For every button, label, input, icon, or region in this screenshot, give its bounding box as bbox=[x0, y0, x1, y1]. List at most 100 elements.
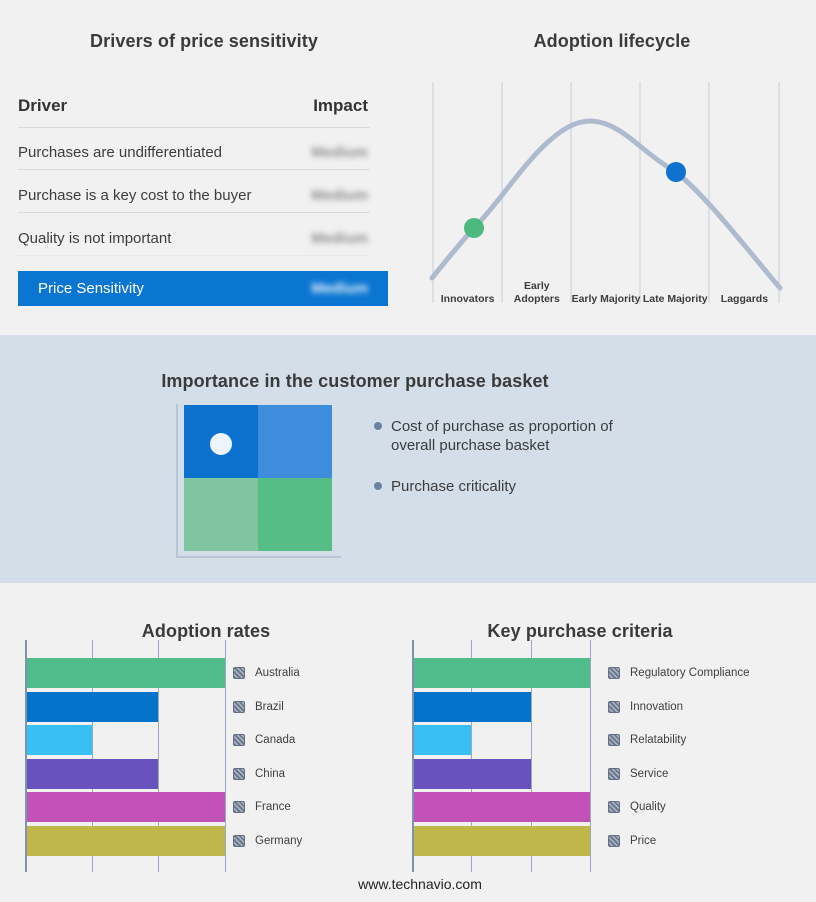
driver-cell: Quality is not important bbox=[18, 229, 172, 247]
stage-label: Early Majority bbox=[571, 292, 641, 305]
bar-quality bbox=[414, 792, 590, 823]
key-purchase-criteria-title: Key purchase criteria bbox=[487, 620, 673, 641]
bar-france bbox=[27, 792, 225, 823]
adoption-rates-plot bbox=[25, 640, 226, 872]
drivers-title: Drivers of price sensitivity bbox=[90, 30, 318, 51]
x-gridline bbox=[158, 640, 159, 872]
table-divider bbox=[18, 212, 370, 213]
legend-label: Relatability bbox=[630, 734, 687, 747]
impact-cell-obscured: Medium bbox=[311, 143, 368, 161]
legend-item-quality: Quality bbox=[608, 799, 666, 815]
x-gridline bbox=[92, 640, 93, 872]
bar-canada bbox=[27, 725, 92, 756]
x-gridline bbox=[225, 640, 226, 872]
late-majority-marker bbox=[666, 162, 686, 182]
adoption-rates-title: Adoption rates bbox=[141, 620, 271, 641]
stage-label: Laggards bbox=[720, 292, 769, 305]
y-axis-line bbox=[25, 640, 27, 872]
legend-label: Regulatory Compliance bbox=[630, 667, 750, 679]
bullet-icon bbox=[374, 482, 382, 490]
table-row: Quality is not important Medium bbox=[18, 223, 368, 253]
x-gridline bbox=[471, 640, 472, 872]
column-header-driver: Driver bbox=[18, 96, 68, 115]
stage-label: Early Adopters bbox=[513, 279, 560, 305]
drivers-table-header: Driver Impact bbox=[18, 96, 368, 116]
matrix-quadrant-top-left bbox=[184, 405, 258, 478]
legend-item-service: Service bbox=[608, 766, 668, 782]
legend-item-australia: Australia bbox=[233, 665, 300, 681]
legend-item-canada: Canada bbox=[233, 732, 295, 748]
lifecycle-title: Adoption lifecycle bbox=[533, 30, 691, 51]
legend-label: Canada bbox=[255, 734, 296, 747]
column-header-impact: Impact bbox=[313, 96, 368, 115]
driver-cell: Purchase is a key cost to the buyer bbox=[18, 186, 252, 204]
bullet-text: Cost of purchase as proportion of overal… bbox=[391, 418, 613, 454]
table-row: Purchase is a key cost to the buyer Medi… bbox=[18, 180, 368, 210]
lifecycle-gridlines bbox=[432, 82, 780, 303]
legend-label: France bbox=[255, 801, 291, 814]
legend-item-brazil: Brazil bbox=[233, 699, 284, 715]
bar-innovation bbox=[414, 691, 531, 722]
legend-item-germany: Germany bbox=[233, 833, 302, 849]
legend-swatch-icon bbox=[608, 767, 620, 780]
legend-item-regulatory-compliance: Regulatory Compliance bbox=[608, 665, 750, 681]
impact-cell-obscured: Medium bbox=[311, 186, 368, 204]
legend-swatch-icon bbox=[608, 734, 620, 747]
bar-china bbox=[27, 758, 158, 789]
legend-item-china: China bbox=[233, 766, 285, 782]
impact-cell-obscured: Medium bbox=[311, 280, 368, 297]
x-gridline bbox=[531, 640, 532, 872]
lifecycle-stage-labels: Innovators Early Adopters Early Majority La… bbox=[433, 274, 779, 306]
basket-bullet-list: Cost of purchase as proportion of overal… bbox=[374, 417, 630, 496]
basket-title: Importance in the customer purchase bask… bbox=[161, 370, 549, 391]
legend-label: Australia bbox=[255, 667, 300, 679]
legend-label: Germany bbox=[255, 835, 303, 847]
legend-label: China bbox=[255, 767, 286, 780]
table-divider bbox=[18, 127, 370, 128]
stage-label: Late Majority bbox=[642, 292, 708, 305]
price-sensitivity-row: Price Sensitivity Medium bbox=[18, 271, 388, 306]
matrix-quadrant-bottom-right bbox=[258, 478, 332, 551]
bar-service bbox=[414, 758, 531, 789]
x-gridline bbox=[590, 640, 591, 872]
adoption-rates-legend: Australia Brazil Canada China France Germany bbox=[233, 640, 403, 872]
legend-swatch-icon bbox=[233, 801, 245, 814]
legend-swatch-icon bbox=[608, 835, 620, 847]
bar-relatability bbox=[414, 725, 471, 756]
matrix-quadrant-top-right bbox=[258, 405, 332, 478]
legend-swatch-icon bbox=[233, 700, 245, 713]
legend-swatch-icon bbox=[608, 801, 620, 814]
legend-swatch-icon bbox=[233, 734, 245, 747]
legend-label: Brazil bbox=[255, 700, 284, 713]
bell-curve bbox=[429, 118, 783, 291]
lifecycle-chart bbox=[429, 82, 783, 303]
legend-item-innovation: Innovation bbox=[608, 699, 683, 715]
table-divider bbox=[18, 255, 370, 256]
bar-brazil bbox=[27, 691, 158, 722]
price-sensitivity-label: Price Sensitivity bbox=[38, 280, 144, 297]
matrix-quadrant-bottom-left bbox=[184, 478, 258, 551]
innovators-marker bbox=[464, 218, 484, 238]
bar-germany bbox=[27, 826, 225, 856]
legend-swatch-icon bbox=[233, 667, 245, 679]
legend-label: Service bbox=[630, 767, 669, 780]
legend-item-relatability: Relatability bbox=[608, 732, 686, 748]
bar-regulatory-compliance bbox=[414, 658, 590, 688]
legend-item-price: Price bbox=[608, 833, 656, 849]
bar-australia bbox=[27, 658, 225, 688]
legend-swatch-icon bbox=[233, 835, 245, 847]
importance-matrix bbox=[184, 405, 332, 551]
legend-swatch-icon bbox=[608, 667, 620, 679]
legend-item-france: France bbox=[233, 799, 291, 815]
matrix-position-dot bbox=[210, 433, 232, 455]
driver-cell: Purchases are undifferentiated bbox=[18, 143, 223, 161]
legend-label: Innovation bbox=[630, 700, 684, 713]
impact-cell-obscured: Medium bbox=[311, 229, 368, 247]
key-purchase-criteria-legend: Regulatory Compliance Innovation Relatabil… bbox=[608, 640, 813, 872]
stage-label: Innovators bbox=[440, 292, 495, 305]
bullet-text: Purchase criticality bbox=[391, 478, 517, 495]
key-purchase-criteria-plot bbox=[412, 640, 591, 872]
bullet-icon bbox=[374, 422, 382, 430]
bar-price bbox=[414, 826, 590, 856]
